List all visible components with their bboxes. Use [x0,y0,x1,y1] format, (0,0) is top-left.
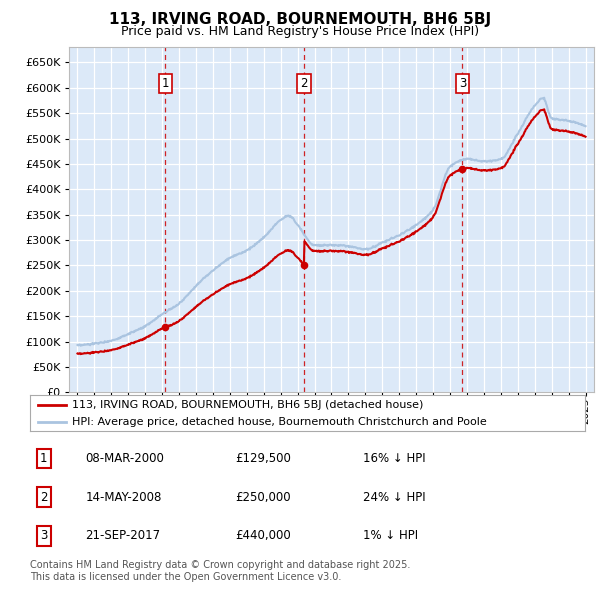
Text: 113, IRVING ROAD, BOURNEMOUTH, BH6 5BJ (detached house): 113, IRVING ROAD, BOURNEMOUTH, BH6 5BJ (… [71,400,423,410]
Text: 1% ↓ HPI: 1% ↓ HPI [363,529,418,542]
Text: 1: 1 [40,452,47,465]
Text: 1: 1 [161,77,169,90]
Text: 113, IRVING ROAD, BOURNEMOUTH, BH6 5BJ: 113, IRVING ROAD, BOURNEMOUTH, BH6 5BJ [109,12,491,27]
Text: 2: 2 [300,77,308,90]
Text: 08-MAR-2000: 08-MAR-2000 [86,452,164,465]
Text: 24% ↓ HPI: 24% ↓ HPI [363,490,425,504]
Text: 3: 3 [40,529,47,542]
Text: £440,000: £440,000 [235,529,291,542]
Text: 16% ↓ HPI: 16% ↓ HPI [363,452,425,465]
Text: 14-MAY-2008: 14-MAY-2008 [86,490,162,504]
Text: Contains HM Land Registry data © Crown copyright and database right 2025.
This d: Contains HM Land Registry data © Crown c… [30,560,410,582]
Text: £250,000: £250,000 [235,490,291,504]
Text: Price paid vs. HM Land Registry's House Price Index (HPI): Price paid vs. HM Land Registry's House … [121,25,479,38]
Text: £129,500: £129,500 [235,452,291,465]
Text: 2: 2 [40,490,47,504]
Text: 3: 3 [459,77,466,90]
Text: HPI: Average price, detached house, Bournemouth Christchurch and Poole: HPI: Average price, detached house, Bour… [71,417,487,427]
Text: 21-SEP-2017: 21-SEP-2017 [86,529,161,542]
